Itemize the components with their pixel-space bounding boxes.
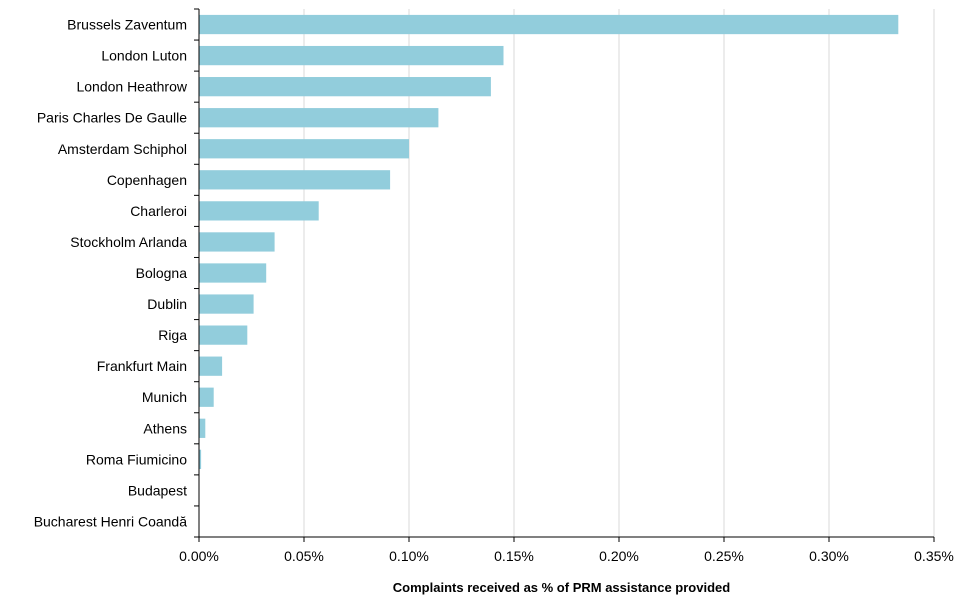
- bar: [199, 449, 202, 469]
- category-label: Amsterdam Schiphol: [58, 141, 187, 157]
- category-label: Charleroi: [130, 203, 187, 219]
- bar: [199, 108, 439, 128]
- category-label: Athens: [143, 420, 187, 436]
- category-label: London Heathrow: [76, 79, 187, 95]
- category-label: London Luton: [101, 48, 187, 64]
- x-tick-label: 0.10%: [389, 548, 429, 564]
- bar: [199, 418, 206, 438]
- x-tick-label: 0.20%: [599, 548, 639, 564]
- category-label: Frankfurt Main: [97, 358, 187, 374]
- category-label: Copenhagen: [107, 172, 187, 188]
- category-label: Bologna: [136, 265, 188, 281]
- bar: [199, 294, 254, 314]
- bar: [199, 325, 248, 345]
- category-labels: Brussels Zaventum London Luton London Heat…: [34, 17, 188, 530]
- bar: [199, 45, 504, 66]
- category-label: Munich: [142, 389, 187, 405]
- category-label: Stockholm Arlanda: [70, 234, 187, 250]
- category-label: Brussels Zaventum: [67, 17, 187, 33]
- x-tick-label: 0.25%: [704, 548, 744, 564]
- category-label: Dublin: [147, 296, 187, 312]
- category-label: Budapest: [128, 482, 187, 498]
- bar: [199, 356, 223, 376]
- bar: [199, 170, 391, 190]
- x-tick-label: 0.00%: [179, 548, 219, 564]
- tick-labels: 0.00% 0.05% 0.10% 0.15% 0.20% 0.25% 0.30% 0.35%: [179, 548, 954, 564]
- category-label: Paris Charles De Gaulle: [37, 110, 187, 126]
- bar: [199, 14, 899, 35]
- grid-lines: [303, 9, 935, 537]
- x-tick-label: 0.05%: [284, 548, 324, 564]
- bar: [199, 139, 409, 159]
- x-tick-label: 0.35%: [914, 548, 954, 564]
- x-axis-title: Complaints received as % of PRM assistan…: [393, 580, 730, 595]
- bar: [199, 77, 491, 97]
- x-tick-label: 0.15%: [494, 548, 534, 564]
- bar: [199, 201, 319, 221]
- category-label: Roma Fiumicino: [86, 451, 187, 467]
- bar: [199, 263, 267, 283]
- bar: [199, 232, 275, 252]
- bar: [199, 387, 214, 407]
- axes: [194, 8, 935, 542]
- category-label: Riga: [158, 327, 187, 343]
- bars: [199, 14, 899, 469]
- category-label: Bucharest Henri Coandă: [34, 513, 188, 529]
- x-tick-label: 0.30%: [809, 548, 849, 564]
